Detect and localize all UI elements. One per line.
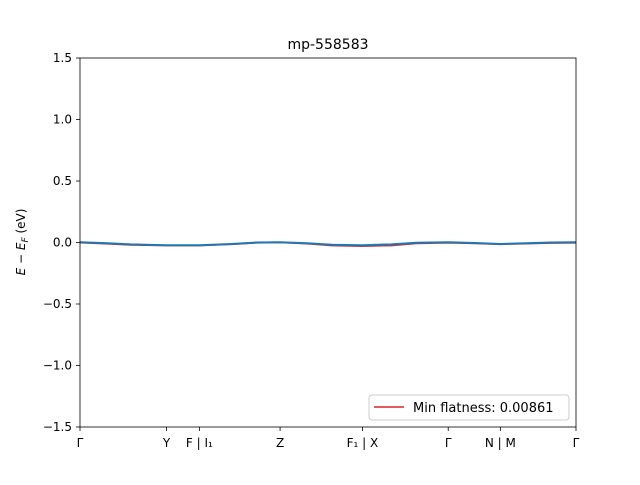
x-tick-label: F | I₁ xyxy=(186,436,213,450)
y-tick-label: 0.5 xyxy=(53,174,72,188)
x-tick-label: Γ xyxy=(573,436,580,450)
x-tick-label: Γ xyxy=(445,436,452,450)
y-tick-label: 1.0 xyxy=(53,113,72,127)
chart-title: mp-558583 xyxy=(287,37,368,53)
y-tick-label: 0.0 xyxy=(53,236,72,250)
y-axis-label: E − EF (eV) xyxy=(14,209,31,276)
x-tick-label: Y xyxy=(162,436,171,450)
x-tick-label: F₁ | X xyxy=(347,436,379,450)
y-axis-label-sub: F xyxy=(21,237,31,243)
series-line xyxy=(79,241,577,247)
x-tick-label: Γ xyxy=(77,436,84,450)
y-axis-label-main: E − E xyxy=(14,242,28,275)
axes-frame xyxy=(79,57,577,428)
plot-area: Γ Y F | I₁ Z F₁ | X Γ N | M Γ −1.5 −1.0 −0.5 0.0 0.5… xyxy=(43,51,580,450)
legend: Min flatness: 0.00861 xyxy=(368,394,570,421)
legend-box xyxy=(368,394,570,421)
y-tick-label: −1.0 xyxy=(43,359,72,373)
y-tick-label: −1.5 xyxy=(43,420,72,434)
y-tick-label: 1.5 xyxy=(53,51,72,65)
legend-label: Min flatness: 0.00861 xyxy=(413,401,554,416)
x-tick-label: Z xyxy=(276,436,284,450)
y-tick-label: −0.5 xyxy=(43,297,72,311)
y-axis-label-unit: (eV) xyxy=(14,209,28,238)
x-tick-label: N | M xyxy=(485,436,516,450)
